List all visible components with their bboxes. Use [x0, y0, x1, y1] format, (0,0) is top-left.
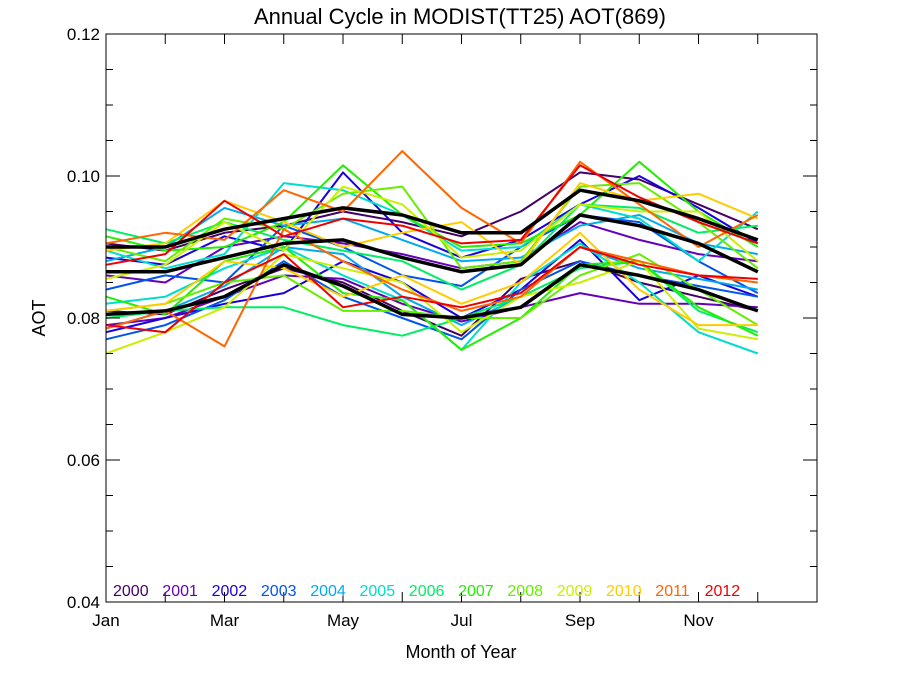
x-tick-label: May	[327, 611, 360, 630]
series-line-2011-1	[105, 150, 759, 248]
chart-title: Annual Cycle in MODIST(TT25) AOT(869)	[254, 4, 666, 29]
series-line-2000-1	[105, 171, 759, 252]
mean-line-3	[105, 263, 759, 320]
y-tick-label: 0.04	[67, 593, 100, 612]
legend-entry-2000: 2000	[113, 583, 149, 600]
y-axis: 0.04 0.06 0.08 0.10 0.12	[67, 25, 817, 612]
legend-entry-2009: 2009	[557, 583, 593, 600]
mean-line-2	[106, 213, 759, 274]
series-line-2011-2	[105, 228, 758, 348]
series-line-2007-2	[105, 246, 759, 351]
y-axis-label: AOT	[29, 299, 49, 336]
legend-entry-2002: 2002	[212, 583, 248, 600]
legend-entry-2011: 2011	[655, 583, 690, 600]
x-tick-label: Jan	[92, 611, 119, 630]
y-tick-label: 0.08	[67, 309, 100, 328]
x-tick-label: Sep	[565, 611, 595, 630]
plot-lines	[105, 150, 759, 355]
series-line-2012-2	[105, 246, 758, 334]
legend: 2000 2001 2002 2003 2004 2005 2006 2007 2008 2009…	[113, 583, 740, 600]
legend-entry-2003: 2003	[261, 583, 297, 600]
series-line-2005-1	[105, 182, 759, 270]
series-line-2010-1	[105, 182, 759, 266]
y-tick-label: 0.12	[67, 25, 100, 44]
legend-entry-2001: 2001	[162, 583, 198, 600]
legend-entry-2012: 2012	[705, 583, 741, 600]
legend-entry-2008: 2008	[507, 583, 543, 600]
series-line-2000-2	[105, 260, 759, 337]
series-line-2009-2	[105, 253, 758, 355]
x-tick-label: Nov	[683, 611, 714, 630]
y-tick-label: 0.06	[67, 451, 100, 470]
x-tick-label: Mar	[210, 611, 240, 630]
legend-entry-2004: 2004	[310, 583, 346, 600]
y-tick-label: 0.10	[67, 167, 100, 186]
legend-entry-2010: 2010	[606, 583, 642, 600]
series-line-2012-1	[105, 164, 759, 266]
mean-line-1	[106, 188, 759, 249]
series-line-2001-1	[105, 221, 758, 284]
x-axis-label: Month of Year	[405, 642, 516, 662]
x-tick-label: Jul	[451, 611, 473, 630]
legend-entry-2006: 2006	[409, 583, 445, 600]
series-line-2010-2	[105, 231, 758, 327]
legend-entry-2005: 2005	[360, 583, 396, 600]
legend-entry-2007: 2007	[458, 583, 494, 600]
series-line-2004-1	[105, 206, 758, 263]
x-axis: Jan Mar May Jul Sep Nov	[92, 34, 759, 630]
series-line-2002-1	[105, 171, 759, 266]
